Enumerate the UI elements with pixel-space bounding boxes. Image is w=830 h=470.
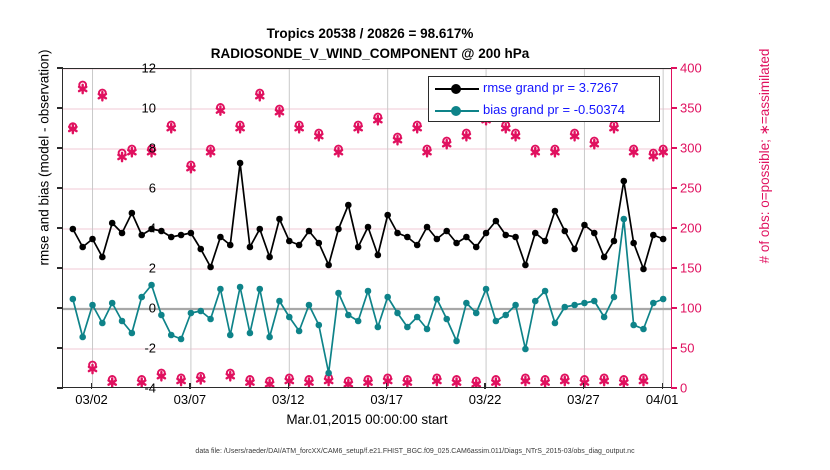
- x-tick-mark-5: [582, 383, 585, 389]
- y2-tick-mark-3: [671, 267, 677, 269]
- y-tick-label-6: 6: [148, 180, 156, 196]
- y2-tick-mark-2: [671, 307, 677, 309]
- title-line-1: Tropics 20538 / 20826 = 98.617%: [266, 26, 474, 41]
- y2-tick-label-350: 350: [680, 100, 702, 116]
- y-tick-label-4: 4: [148, 220, 156, 236]
- y2-tick-label-400: 400: [680, 60, 702, 76]
- chart-title: Tropics 20538 / 20826 = 98.617% RADIOSON…: [0, 24, 740, 64]
- y-axis-label: rmse and bias (model - observation): [36, 49, 52, 266]
- y-tick-label-8: 8: [148, 140, 156, 156]
- y2-tick-label-50: 50: [680, 340, 695, 356]
- y-tick-label-2: 2: [148, 260, 156, 276]
- y-tick-label-10: 10: [141, 100, 156, 116]
- legend-marker-bias: [451, 106, 461, 116]
- y2-tick-label-0: 0: [680, 380, 688, 396]
- y2-tick-label-300: 300: [680, 140, 702, 156]
- x-tick-mark-4: [484, 383, 486, 389]
- y2-tick-mark-8: [671, 67, 677, 69]
- x-axis-label: Mar.01,2015 00:00:00 start: [286, 412, 448, 427]
- y-tick-mark-5: [57, 187, 63, 189]
- legend-entry-rmse: rmse grand pr = 3.7267: [429, 77, 661, 100]
- data-lines-layer: [69, 159, 667, 377]
- x-tick-label-03-22: 03/22: [468, 392, 502, 407]
- legend-label-bias: bias grand pr = -0.50374: [483, 102, 626, 117]
- x-tick-mark-2: [287, 383, 289, 389]
- y-tick-label-12: 12: [141, 60, 156, 76]
- x-tick-label-03-27: 03/27: [567, 392, 600, 407]
- y2-tick-label-150: 150: [680, 260, 702, 276]
- y-tick-mark-7: [57, 107, 63, 109]
- x-tick-label-03-02: 03/02: [75, 392, 108, 407]
- x-tick-mark-1: [189, 383, 191, 389]
- x-tick-label-04-01: 04/01: [645, 392, 679, 407]
- x-tick-mark-0: [90, 383, 93, 389]
- y-tick-label-0: 0: [148, 300, 156, 316]
- y2-tick-mark-1: [671, 347, 677, 349]
- legend-marker-rmse: [451, 84, 461, 94]
- y-tick-mark-0: [57, 387, 63, 389]
- y2-tick-mark-7: [671, 107, 677, 109]
- legend-label-rmse: rmse grand pr = 3.7267: [483, 80, 619, 95]
- y-tick-mark-1: [57, 347, 63, 349]
- y-tick-mark-6: [57, 147, 63, 149]
- y-tick-mark-8: [57, 67, 63, 69]
- x-tick-mark-3: [386, 383, 388, 389]
- y2-tick-mark-6: [671, 147, 677, 149]
- y-tick-label-neg4: -4: [144, 380, 156, 396]
- x-tick-mark-6: [661, 383, 663, 389]
- data-file-footer: data file: /Users/raeder/DAI/ATM_forcXX/…: [195, 448, 635, 455]
- x-tick-label-03-07: 03/07: [173, 392, 207, 407]
- x-tick-label-03-12: 03/12: [272, 392, 305, 407]
- obs-count-layer: [68, 80, 668, 387]
- y2-tick-mark-0: [671, 387, 677, 389]
- x-tick-label-03-17: 03/17: [370, 392, 403, 407]
- legend-entry-bias: bias grand pr = -0.50374: [429, 99, 661, 122]
- y-tick-mark-4: [57, 227, 63, 229]
- title-line-2: RADIOSONDE_V_WIND_COMPONENT @ 200 hPa: [210, 46, 530, 61]
- y2-tick-mark-5: [671, 187, 677, 189]
- y-tick-mark-2: [57, 307, 63, 309]
- y-tick-mark-3: [57, 267, 63, 269]
- y-tick-label-neg2: -2: [144, 340, 156, 356]
- y2-tick-label-200: 200: [680, 220, 702, 236]
- y2-tick-label-250: 250: [680, 180, 702, 196]
- y2-axis-label: # of obs: o=possible; ∗=assimilated: [757, 48, 772, 264]
- y2-tick-label-100: 100: [680, 300, 702, 316]
- legend: rmse grand pr = 3.7267 bias grand pr = -…: [428, 76, 660, 122]
- y2-tick-mark-4: [671, 227, 677, 229]
